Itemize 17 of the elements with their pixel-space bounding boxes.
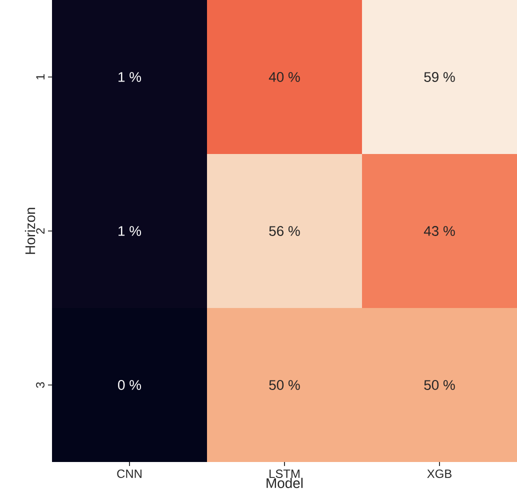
data-label: 59 % [424,72,455,82]
data-label: 40 % [268,72,300,82]
data-label: 56 % [269,226,300,236]
x-axis-title: Model [266,478,303,488]
data-label: 43 % [424,226,455,236]
y-tick-label: 3 [36,382,44,388]
data-label: 50 % [424,380,455,390]
data-label: 50 % [269,380,300,390]
data-label: 0 % [118,380,142,390]
y-axis-title: Horizon [24,208,36,254]
y-tick-label: 1 [36,74,44,80]
x-tick-label: LSTM [270,470,300,478]
data-label: 1 % [118,72,142,82]
x-tick-label: XGB [427,470,452,478]
y-tick-label: 2 [36,228,44,234]
data-label: 1 % [118,226,142,236]
x-tick-label: CNN [117,470,142,478]
